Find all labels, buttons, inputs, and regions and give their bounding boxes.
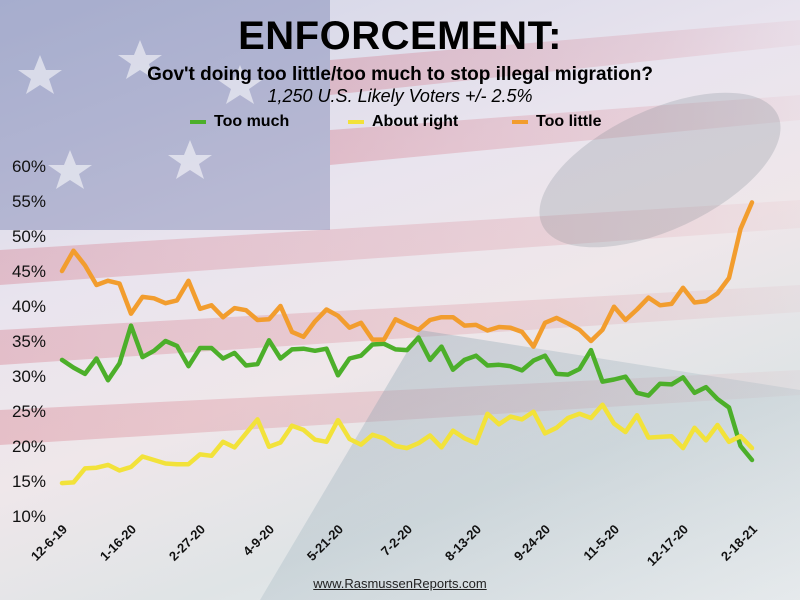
series-line-about-right (59, 402, 755, 486)
x-axis: 12-6-19 1-16-20 2-27-20 4-9-20 5-21-20 7-2-20… (28, 522, 760, 569)
y-tick-label: 25% (12, 402, 46, 421)
x-tick-label: 5-21-20 (304, 522, 346, 564)
plot-area (59, 200, 755, 486)
y-tick-label: 15% (12, 472, 46, 491)
x-tick-label: 2-18-21 (718, 522, 760, 564)
y-tick-label: 40% (12, 297, 46, 316)
y-axis: 10% 15% 20% 25% 30% 35% 40% 45% 50% 55% 60% (12, 157, 46, 526)
y-tick-label: 60% (12, 157, 46, 176)
y-tick-label: 30% (12, 367, 46, 386)
x-tick-label: 9-24-20 (511, 522, 553, 564)
legend: Too much About right Too little (0, 110, 800, 134)
series-line-too-little (59, 200, 755, 349)
x-tick-label: 11-5-20 (580, 522, 622, 564)
y-tick-label: 45% (12, 262, 46, 281)
sample-note: 1,250 U.S. Likely Voters +/- 2.5% (267, 86, 533, 106)
x-tick-label: 8-13-20 (442, 522, 484, 564)
legend-label: Too little (536, 113, 602, 130)
y-tick-label: 35% (12, 332, 46, 351)
x-tick-label: 7-2-20 (378, 522, 415, 559)
legend-swatch (190, 120, 206, 124)
y-tick-label: 10% (12, 507, 46, 526)
x-tick-label: 12-6-19 (28, 522, 70, 564)
y-tick-label: 50% (12, 227, 46, 246)
legend-swatch (348, 120, 364, 124)
legend-label: About right (372, 113, 459, 130)
legend-item-too-little: Too little (512, 110, 601, 134)
x-tick-label: 4-9-20 (240, 522, 277, 559)
legend-item-about-right: About right (348, 110, 458, 134)
y-tick-label: 20% (12, 437, 46, 456)
chart-title: ENFORCEMENT: (238, 14, 562, 58)
series-line-too-much (59, 323, 755, 463)
x-tick-label: 1-16-20 (97, 522, 139, 564)
legend-swatch (512, 120, 528, 124)
x-tick-label: 12-17-20 (644, 522, 691, 569)
legend-item-too-much: Too much (190, 110, 289, 134)
chart-subtitle: Gov't doing too little/too much to stop … (147, 64, 653, 85)
legend-label: Too much (214, 113, 290, 130)
source-link[interactable]: www.RasmussenReports.com (313, 576, 487, 591)
y-tick-label: 55% (12, 192, 46, 211)
x-tick-label: 2-27-20 (166, 522, 208, 564)
